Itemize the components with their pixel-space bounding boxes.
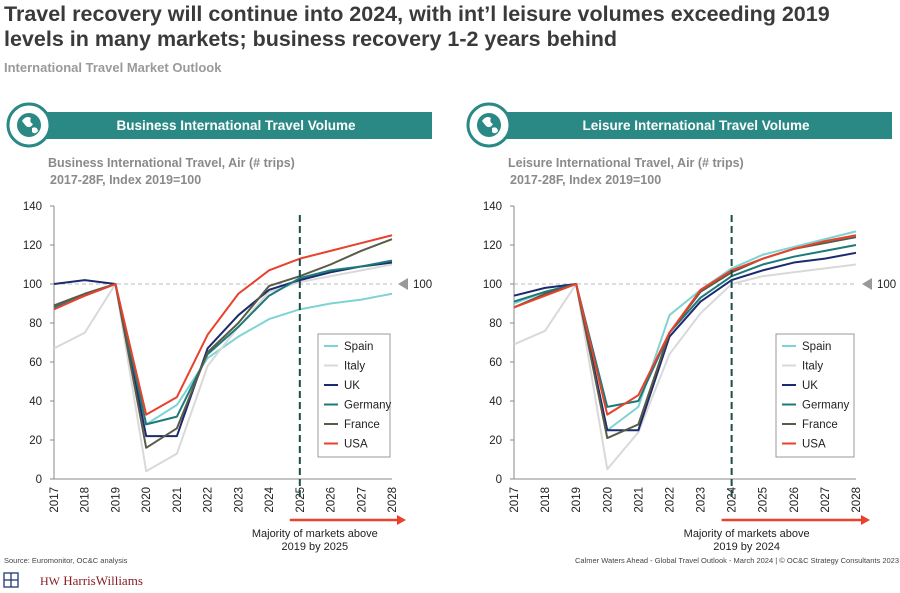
x-tick-label: 2019	[110, 487, 122, 513]
x-tick-label: 2028	[851, 487, 863, 513]
legend-label: USA	[802, 439, 826, 451]
x-tick-label: 2028	[387, 487, 399, 513]
reference-marker	[398, 278, 408, 290]
legend-label: Germany	[344, 400, 392, 412]
y-tick-label: 40	[29, 396, 42, 408]
y-tick-label: 100	[483, 279, 502, 291]
chart-subtitle: 2017-28F, Index 2019=100	[510, 173, 661, 187]
annotation: Majority of markets above 2019 by 2024	[683, 528, 810, 553]
globe-land	[482, 117, 498, 134]
logo: HW HarrisWilliams	[40, 573, 143, 589]
logo-text: HarrisWilliams	[63, 573, 143, 588]
legend-label: UK	[802, 380, 818, 392]
x-tick-label: 2026	[789, 487, 801, 513]
reference-marker	[862, 278, 872, 290]
legend-label: Spain	[344, 341, 373, 353]
footer: Calmer Waters Ahead - Global Travel Outl…	[575, 556, 900, 565]
x-tick-label: 2025	[758, 487, 770, 513]
legend-label: Spain	[802, 341, 831, 353]
logo-mark: HW	[40, 574, 60, 588]
y-tick-label: 60	[489, 357, 502, 369]
legend-label: UK	[344, 380, 360, 392]
x-tick-label: 2027	[820, 487, 832, 513]
legend-label: Italy	[344, 361, 365, 373]
x-tick-label: 2017	[509, 487, 521, 513]
y-tick-label: 120	[23, 240, 42, 252]
banner	[500, 112, 892, 139]
series-line	[53, 234, 393, 416]
y-tick-label: 40	[489, 396, 502, 408]
annotation-arrowhead	[397, 515, 406, 525]
chart-subtitle: Leisure International Travel, Air (# tri…	[508, 156, 744, 170]
x-tick-label: 2021	[172, 487, 184, 513]
series-line	[513, 234, 857, 416]
legend-label: France	[344, 419, 380, 431]
y-tick-label: 60	[29, 357, 42, 369]
series-line	[513, 263, 857, 471]
x-tick-label: 2026	[326, 487, 338, 513]
legend-box	[775, 333, 855, 458]
y-tick-label: 120	[483, 240, 502, 252]
logo-icon	[3, 572, 19, 588]
x-tick-label: 2024	[264, 486, 276, 512]
slide-subtitle: International Travel Market Outlook	[4, 60, 222, 75]
annotation: Majority of markets above 2019 by 2025	[251, 528, 378, 553]
slide-title: Travel recovery will continue into 2024,…	[4, 2, 830, 51]
x-tick-label: 2024	[727, 486, 739, 512]
y-tick-label: 0	[496, 474, 502, 486]
legend-label: Germany	[802, 400, 850, 412]
y-tick-label: 80	[489, 318, 502, 330]
legend-label: USA	[344, 439, 368, 451]
y-tick-label: 80	[29, 318, 42, 330]
x-tick-label: 2017	[49, 487, 61, 513]
x-tick-label: 2023	[233, 487, 245, 513]
reference-label: 100	[413, 279, 432, 291]
y-tick-label: 20	[29, 435, 42, 447]
chart-subtitle: Business International Travel, Air (# tr…	[48, 156, 295, 170]
source: Source: Euromonitor, OC&C analysis	[4, 556, 128, 565]
x-tick-label: 2019	[571, 487, 583, 513]
annotation-arrowhead	[861, 515, 870, 525]
banner-title: Business International Travel Volume	[116, 118, 356, 133]
y-tick-label: 140	[483, 201, 502, 213]
y-tick-label: 0	[36, 474, 42, 486]
x-tick-label: 2023	[696, 487, 708, 513]
x-tick-label: 2022	[203, 487, 215, 513]
y-tick-label: 140	[23, 201, 42, 213]
x-tick-label: 2020	[141, 487, 153, 513]
legend-box	[317, 333, 391, 458]
series-line	[53, 263, 393, 473]
y-tick-label: 100	[23, 279, 42, 291]
series-line	[53, 261, 393, 438]
x-tick-label: 2021	[633, 487, 645, 513]
x-tick-label: 2025	[295, 487, 307, 513]
reference-label: 100	[877, 279, 896, 291]
legend-label: Italy	[802, 361, 823, 373]
x-tick-label: 2027	[356, 487, 368, 513]
globe-land	[22, 117, 38, 134]
x-tick-label: 2020	[602, 487, 614, 513]
y-tick-label: 20	[489, 435, 502, 447]
banner-title: Leisure International Travel Volume	[582, 118, 810, 133]
x-tick-label: 2022	[664, 487, 676, 513]
chart-subtitle: 2017-28F, Index 2019=100	[50, 173, 201, 187]
legend-label: France	[802, 419, 838, 431]
x-tick-label: 2018	[80, 487, 92, 513]
x-tick-label: 2018	[540, 487, 552, 513]
banner	[40, 112, 432, 139]
